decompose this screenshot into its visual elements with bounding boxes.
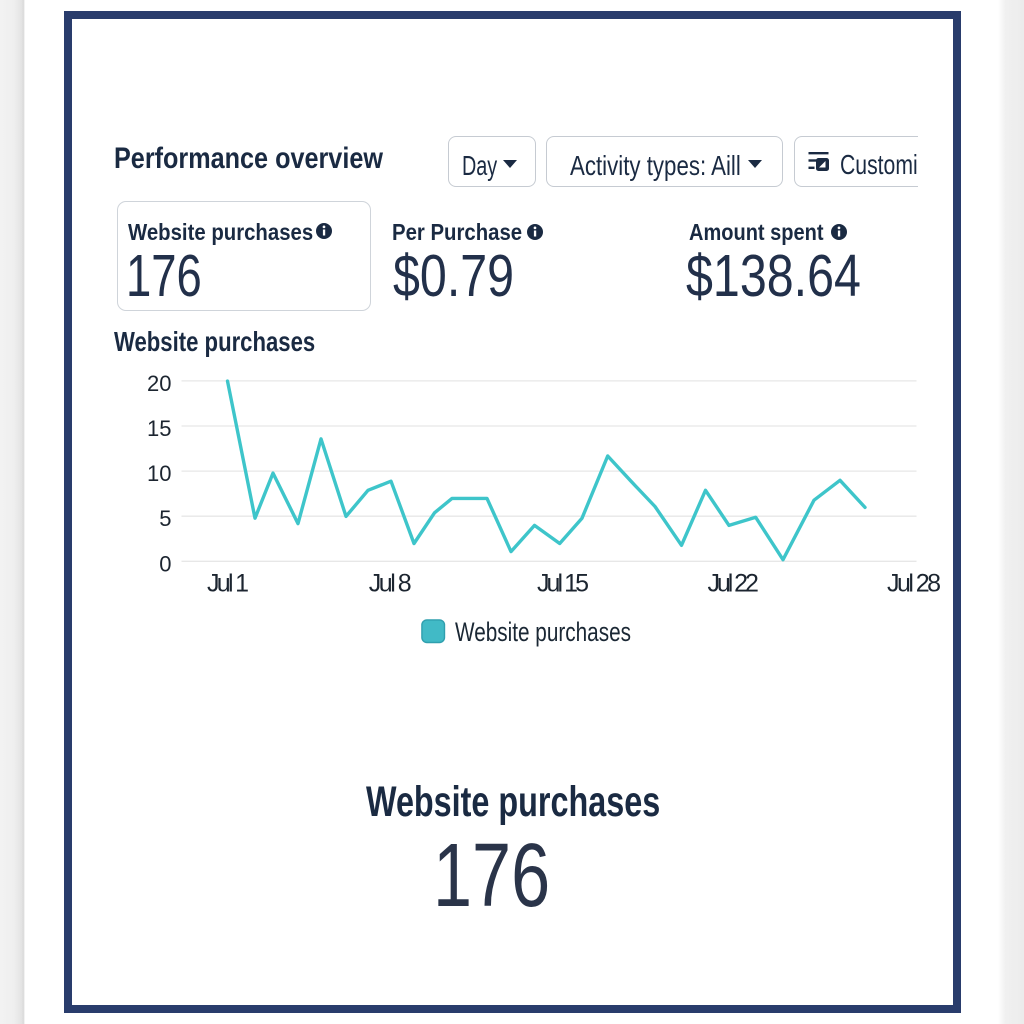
svg-text:Jul 22: Jul 22: [707, 570, 759, 598]
svg-text:Jul 15: Jul 15: [537, 570, 589, 598]
svg-text:Website purchases: Website purchases: [455, 617, 631, 647]
svg-text:15: 15: [147, 416, 171, 441]
svg-text:Jul 8: Jul 8: [369, 570, 412, 598]
svg-text:0: 0: [159, 551, 171, 576]
svg-text:5: 5: [159, 506, 171, 531]
svg-text:10: 10: [147, 461, 171, 486]
svg-text:20: 20: [147, 371, 171, 396]
svg-text:Jul 28: Jul 28: [887, 570, 941, 598]
svg-text:Jul 1: Jul 1: [207, 570, 249, 598]
